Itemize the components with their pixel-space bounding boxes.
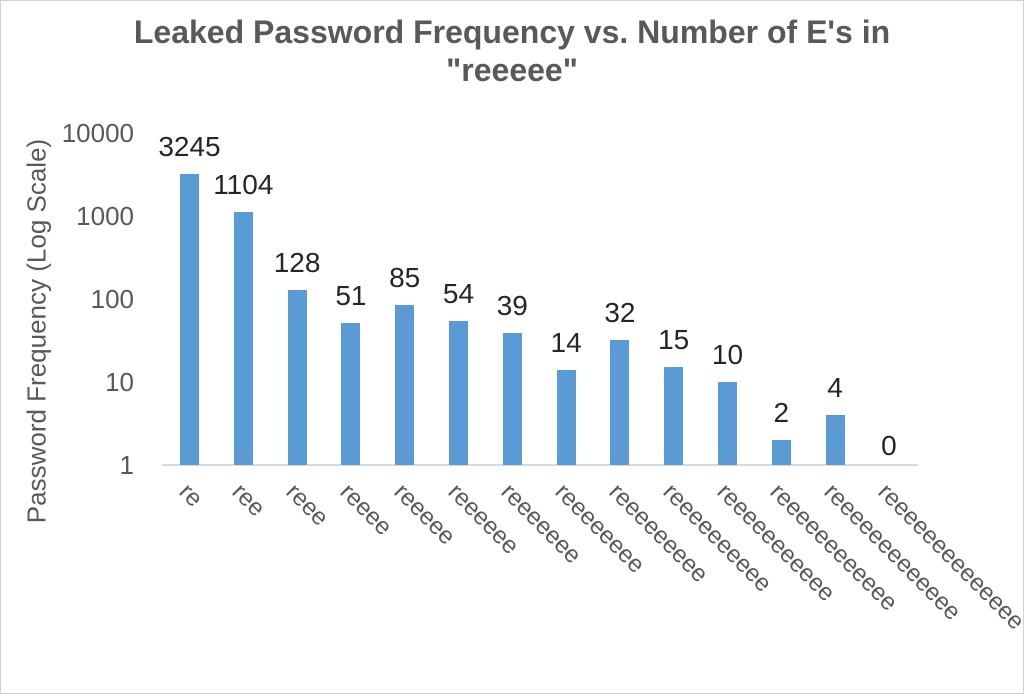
bar [180,173,199,465]
bar [825,415,845,465]
data-label: 51 [335,280,367,312]
bar [556,369,576,465]
x-category-label: re [173,478,208,513]
y-tick-label: 1000 [76,201,134,231]
x-axis-line [162,464,918,466]
bar [233,212,253,465]
bar [718,382,737,465]
data-label: 4 [827,372,843,404]
bar [449,321,468,465]
bar [610,340,630,465]
bar [287,290,307,465]
y-tick-label: 100 [90,284,134,314]
y-tick-label: 10000 [61,118,134,148]
data-label: 15 [658,324,690,356]
x-category-label: reeee [334,478,398,541]
y-tick-label: 1 [119,450,134,480]
data-label: 39 [496,289,528,321]
x-category-label: reee [280,478,334,532]
data-label: 0 [881,430,897,461]
bar [395,304,415,465]
data-label: 14 [550,326,582,358]
data-label: 85 [389,261,421,293]
y-tick-label: 10 [105,367,134,397]
bar [341,323,361,465]
bar [771,440,791,465]
data-label: 3245 [158,130,221,162]
bar [664,367,684,465]
bar [502,332,522,465]
data-label: 10 [711,339,744,370]
x-category-label: ree [226,478,271,522]
data-label: 32 [604,297,636,329]
data-label: 54 [442,278,475,310]
data-label: 2 [773,397,790,428]
chart-title: Leaked Password Frequency vs. Number of … [133,14,891,88]
data-label: 128 [273,247,321,279]
data-label: 1104 [213,169,274,201]
